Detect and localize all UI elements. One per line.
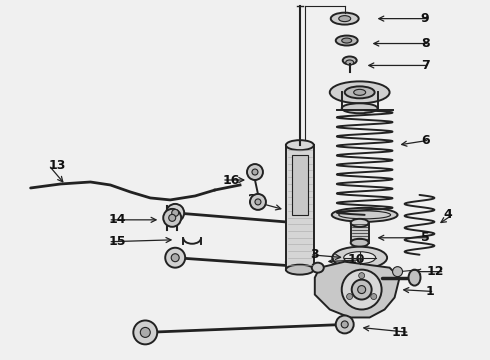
Circle shape: [392, 267, 403, 276]
Circle shape: [163, 209, 181, 227]
Circle shape: [255, 199, 261, 205]
Bar: [286, 145, 314, 270]
Ellipse shape: [312, 263, 324, 273]
Circle shape: [166, 204, 184, 222]
Text: 4: 4: [443, 208, 452, 221]
Ellipse shape: [343, 57, 357, 64]
Polygon shape: [315, 262, 399, 318]
Text: 15: 15: [108, 235, 126, 248]
Text: 2: 2: [248, 193, 257, 206]
Bar: [292, 155, 308, 215]
Ellipse shape: [332, 247, 387, 269]
Circle shape: [165, 248, 185, 268]
Circle shape: [358, 285, 366, 293]
Circle shape: [346, 293, 353, 300]
Circle shape: [359, 273, 365, 279]
Ellipse shape: [343, 252, 376, 264]
Circle shape: [352, 280, 371, 300]
Text: 5: 5: [421, 231, 429, 244]
Bar: [351, 223, 368, 243]
Circle shape: [140, 328, 150, 337]
Ellipse shape: [339, 15, 351, 22]
Circle shape: [133, 320, 157, 345]
Ellipse shape: [346, 60, 354, 65]
Ellipse shape: [342, 38, 352, 43]
Circle shape: [172, 210, 179, 216]
Circle shape: [371, 293, 377, 300]
Circle shape: [341, 321, 348, 328]
Text: 16: 16: [222, 174, 240, 186]
Text: 12: 12: [427, 265, 444, 278]
Text: 8: 8: [421, 37, 429, 50]
Ellipse shape: [409, 270, 420, 285]
Text: 6: 6: [421, 134, 429, 147]
Ellipse shape: [286, 140, 314, 150]
Ellipse shape: [345, 86, 375, 98]
Text: 7: 7: [421, 59, 429, 72]
Ellipse shape: [342, 103, 378, 113]
Circle shape: [342, 270, 382, 310]
Text: 1: 1: [426, 285, 435, 298]
Ellipse shape: [330, 81, 390, 103]
Ellipse shape: [351, 239, 368, 247]
Text: 11: 11: [392, 326, 410, 339]
Ellipse shape: [332, 208, 397, 222]
Text: 14: 14: [108, 213, 126, 226]
Ellipse shape: [336, 36, 358, 45]
Ellipse shape: [354, 89, 366, 95]
Circle shape: [169, 214, 176, 221]
Ellipse shape: [351, 219, 368, 227]
Ellipse shape: [331, 13, 359, 24]
Circle shape: [171, 254, 179, 262]
Circle shape: [252, 169, 258, 175]
Text: 3: 3: [310, 248, 318, 261]
Circle shape: [336, 315, 354, 333]
Ellipse shape: [286, 265, 314, 275]
Circle shape: [247, 164, 263, 180]
Text: 13: 13: [49, 158, 66, 172]
Text: 9: 9: [421, 12, 429, 25]
Circle shape: [250, 194, 266, 210]
Text: 10: 10: [347, 253, 365, 266]
